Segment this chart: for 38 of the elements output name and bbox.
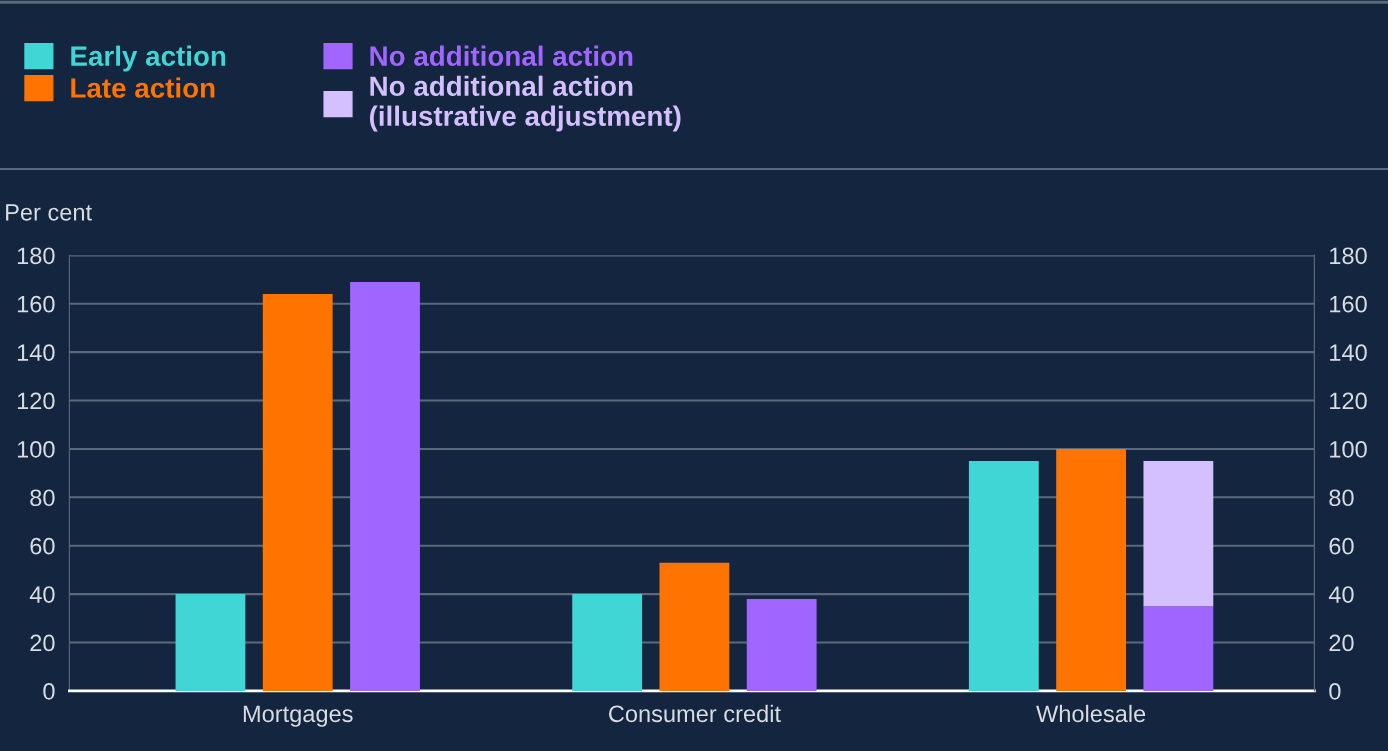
- y-tick-label: 160: [17, 295, 55, 313]
- y-tick-label: 80: [30, 489, 55, 507]
- legend-label: No additional action: [370, 45, 633, 66]
- y-tick-label: 0: [43, 682, 55, 700]
- bar: [350, 281, 420, 691]
- bar: [175, 594, 246, 691]
- bar: [746, 598, 817, 691]
- y-tick-label: 60: [30, 537, 55, 555]
- bar: [1143, 461, 1214, 607]
- x-tick-label: Mortgages: [243, 705, 353, 727]
- bar: [1143, 606, 1214, 691]
- legend-label: No additional action (illustrative adjustment): [369, 75, 681, 132]
- bar: [968, 461, 1039, 691]
- y-tick-label: 140: [17, 344, 55, 361]
- y-tick-label: 120: [17, 392, 55, 410]
- y-tick-label: 20: [30, 634, 55, 652]
- y-tick-label: 180: [17, 247, 55, 265]
- legend-label: Late action: [71, 77, 215, 98]
- y2-tick-label: 60: [1329, 537, 1354, 555]
- y2-tick-label: 100: [1330, 441, 1367, 458]
- bar: [572, 594, 643, 691]
- y-tick-label: 100: [17, 441, 55, 458]
- y2-tick-label: 80: [1329, 489, 1354, 507]
- bar: [659, 562, 730, 691]
- y2-tick-label: 20: [1329, 634, 1354, 652]
- y2-tick-label: 40: [1328, 586, 1354, 603]
- bar: [1056, 448, 1127, 691]
- x-tick-label: Wholesale: [1036, 704, 1146, 723]
- y2-tick-label: 160: [1330, 295, 1367, 313]
- bar: [262, 294, 333, 691]
- y2-tick-label: 120: [1330, 392, 1367, 410]
- y2-tick-label: 0: [1329, 682, 1341, 700]
- y2-tick-label: 180: [1330, 247, 1367, 265]
- y-tick-label: 40: [29, 586, 55, 603]
- x-tick-label: Consumer credit: [609, 704, 781, 723]
- y-axis-title: Per cent: [6, 204, 92, 221]
- y2-tick-label: 140: [1330, 344, 1367, 361]
- legend-label: Early action: [71, 45, 226, 72]
